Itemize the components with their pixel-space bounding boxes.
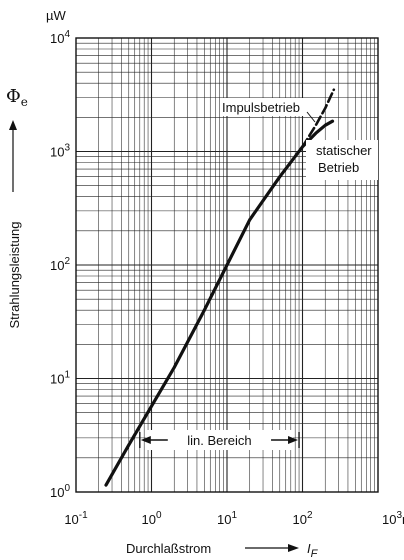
y-axis-symbol: Φe	[6, 86, 28, 109]
x-tick-label: 10-1	[64, 510, 88, 527]
x-axis-arrow-head	[288, 544, 299, 552]
annotation-bg	[306, 140, 378, 180]
x-axis-symbol: IF	[307, 541, 319, 560]
x-tick-label: 103mA	[382, 510, 404, 527]
x-tick-label: 102	[292, 510, 312, 527]
y-tick-label: 103	[50, 143, 70, 160]
series-line-impulsbetrieb	[301, 88, 336, 149]
plot-frame	[75, 37, 379, 493]
curves	[104, 88, 336, 487]
x-tick-label: 100	[141, 510, 161, 527]
lin-range-arrow-left	[140, 436, 151, 444]
y-unit-label: µW	[46, 8, 66, 23]
y-axis-arrow-head	[9, 120, 17, 130]
series-line-statischer-betrieb	[104, 119, 335, 487]
x-axis-label: Durchlaßstrom	[126, 541, 211, 556]
annotation-impulsbetrieb: Impulsbetrieb	[222, 100, 300, 115]
lin-range-label: lin. Bereich	[187, 433, 251, 448]
y-tick-label: 100	[50, 483, 70, 500]
lin-range-arrow-right	[288, 436, 299, 444]
labels: 10-1 100 101 102 103mA 100 101 102 103 104 µW Φe Str…	[6, 8, 404, 560]
x-tick-label: 101	[217, 510, 237, 527]
y-tick-label: 102	[50, 256, 70, 273]
y-tick-label: 101	[50, 370, 70, 387]
annotation-bg	[220, 98, 308, 116]
y-axis-label: Strahlungsleistung	[7, 222, 22, 329]
lin-range-bg	[145, 430, 294, 450]
annotation-betrieb: Betrieb	[318, 160, 359, 175]
annotation-statischer: statischer	[316, 143, 372, 158]
y-tick-label: 104	[50, 29, 70, 46]
annotation-leader	[306, 111, 316, 123]
